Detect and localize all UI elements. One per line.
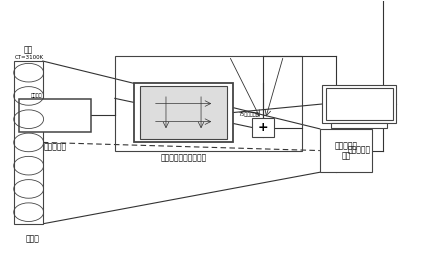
Text: 图形发生器: 图形发生器 (43, 142, 66, 152)
Text: 测试图: 测试图 (26, 235, 40, 244)
Bar (115, 56, 302, 150)
Text: 网络接口摄
像机: 网络接口摄 像机 (334, 141, 357, 160)
Bar (139, 86, 227, 139)
Bar (14, 61, 43, 224)
Bar (19, 99, 91, 132)
Bar (331, 123, 386, 128)
Text: 75欧射频线接: 75欧射频线接 (239, 112, 259, 117)
Text: +: + (257, 121, 268, 134)
Text: 同步输入: 同步输入 (31, 93, 42, 98)
Bar (321, 85, 395, 122)
Text: 图形工作站: 图形工作站 (347, 145, 370, 154)
Text: 欠扫描彩色电视监视器: 欠扫描彩色电视监视器 (160, 153, 206, 162)
Bar (325, 88, 392, 120)
Bar (134, 83, 232, 142)
Bar (252, 118, 273, 137)
Bar (319, 129, 371, 172)
Text: CT=3100K: CT=3100K (14, 55, 43, 60)
Text: 灯筱: 灯筱 (24, 45, 33, 54)
